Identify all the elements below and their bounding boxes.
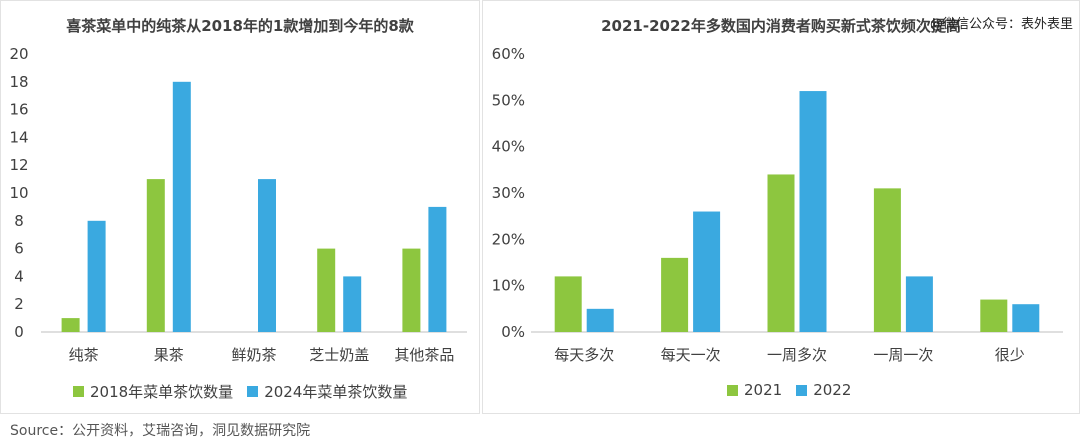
left-chart-panel: 喜茶菜单中的纯茶从2018年的1款增加到今年的8款 0 2 4 6 8 10 12 14 16 1…	[0, 0, 480, 414]
x-tick-label: 其他茶品	[394, 346, 454, 364]
bar	[767, 174, 795, 332]
left-chart-svg: 0 2 4 6 8 10 12 14 16 18 20 纯茶 果茶 鲜奶茶 芝士奶盖 其他茶品	[9, 45, 467, 364]
source-note: Source：公开资料，艾瑞咨询，洞见数据研究院	[10, 423, 311, 439]
legend-swatch-blue	[247, 386, 259, 397]
legend-swatch-blue	[796, 384, 808, 396]
left-chart-legend: 2018年菜单茶饮数量 2024年菜单茶饮数量	[73, 381, 421, 402]
bar	[87, 220, 106, 332]
x-tick-label: 很少	[995, 346, 1025, 364]
right-chart-title: 2021-2022年多数国内消费者购买新式茶饮频次提高	[601, 17, 961, 35]
bar	[172, 81, 191, 332]
left-chart-title: 喜茶菜单中的纯茶从2018年的1款增加到今年的8款	[66, 17, 414, 35]
x-tick-label: 鲜奶茶	[231, 346, 276, 364]
bar	[146, 179, 165, 332]
legend-label: 2024年菜单茶饮数量	[264, 383, 408, 401]
y-tick-label: 60%	[492, 45, 525, 63]
legend-label: 2022	[813, 381, 852, 399]
watermark-text: @微信公众号：表外表里	[929, 17, 1073, 32]
legend-item-2022: 2022	[796, 381, 851, 399]
bar	[586, 308, 614, 332]
y-tick-label: 20	[9, 45, 28, 63]
right-chart-svg: 0% 10% 20% 30% 40% 50% 60% 每天多次 每天一次 一周多次 一周一次 很少	[492, 45, 1063, 364]
x-tick-label: 一周多次	[767, 346, 827, 364]
x-tick-label: 每天一次	[661, 346, 721, 364]
bar	[905, 276, 933, 332]
x-tick-label: 一周一次	[873, 346, 933, 364]
y-tick-label: 8	[14, 212, 24, 230]
legend-swatch-green	[73, 386, 84, 397]
y-tick-label: 6	[14, 240, 24, 258]
y-tick-label: 40%	[492, 138, 525, 156]
legend-label: 2018年菜单茶饮数量	[90, 383, 234, 401]
y-tick-label: 10%	[492, 277, 525, 295]
y-tick-label: 20%	[492, 230, 525, 248]
y-tick-label: 50%	[492, 91, 525, 109]
y-tick-label: 4	[14, 267, 24, 285]
y-tick-label: 0	[14, 323, 24, 341]
y-tick-label: 10	[9, 184, 28, 202]
bar	[402, 248, 421, 332]
x-tick-label: 果茶	[154, 346, 184, 364]
bar	[317, 248, 336, 332]
x-tick-label: 每天多次	[554, 346, 614, 364]
y-tick-label: 12	[9, 156, 28, 174]
legend-item-2024: 2024年菜单茶饮数量	[247, 381, 407, 402]
bar	[1012, 304, 1040, 332]
y-tick-label: 18	[9, 73, 28, 91]
legend-item-2021: 2021	[727, 381, 782, 399]
bar	[258, 179, 276, 332]
right-chart-legend: 2021 2022	[727, 381, 865, 399]
y-tick-label: 16	[9, 101, 28, 119]
y-tick-label: 14	[9, 128, 28, 146]
y-tick-label: 2	[14, 295, 24, 313]
legend-swatch-green	[727, 384, 738, 396]
bar	[873, 188, 901, 332]
right-chart-panel: 2021-2022年多数国内消费者购买新式茶饮频次提高 @微信公众号：表外表里 …	[482, 0, 1080, 414]
legend-label: 2021	[744, 381, 783, 399]
bar	[799, 91, 827, 332]
bar	[61, 318, 80, 332]
bar	[661, 257, 689, 332]
bar	[554, 276, 582, 332]
x-tick-label: 纯茶	[69, 346, 99, 364]
bar	[343, 276, 362, 332]
bar	[428, 206, 447, 332]
y-tick-label: 30%	[492, 184, 525, 202]
x-tick-label: 芝士奶盖	[309, 346, 369, 364]
bar	[980, 299, 1008, 332]
y-tick-label: 0%	[501, 323, 525, 341]
bar	[693, 211, 721, 332]
legend-item-2018: 2018年菜单茶饮数量	[73, 381, 233, 402]
